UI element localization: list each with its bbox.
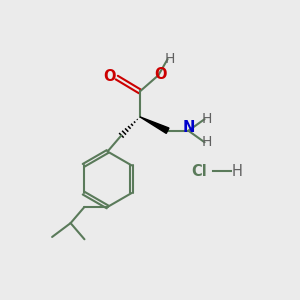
Text: H: H (201, 135, 212, 149)
Text: H: H (232, 164, 242, 178)
Text: O: O (154, 67, 167, 82)
Text: H: H (201, 112, 212, 126)
Text: N: N (182, 120, 195, 135)
Polygon shape (140, 117, 169, 134)
Text: O: O (103, 69, 116, 84)
Text: Cl: Cl (191, 164, 207, 178)
Text: H: H (165, 52, 175, 66)
